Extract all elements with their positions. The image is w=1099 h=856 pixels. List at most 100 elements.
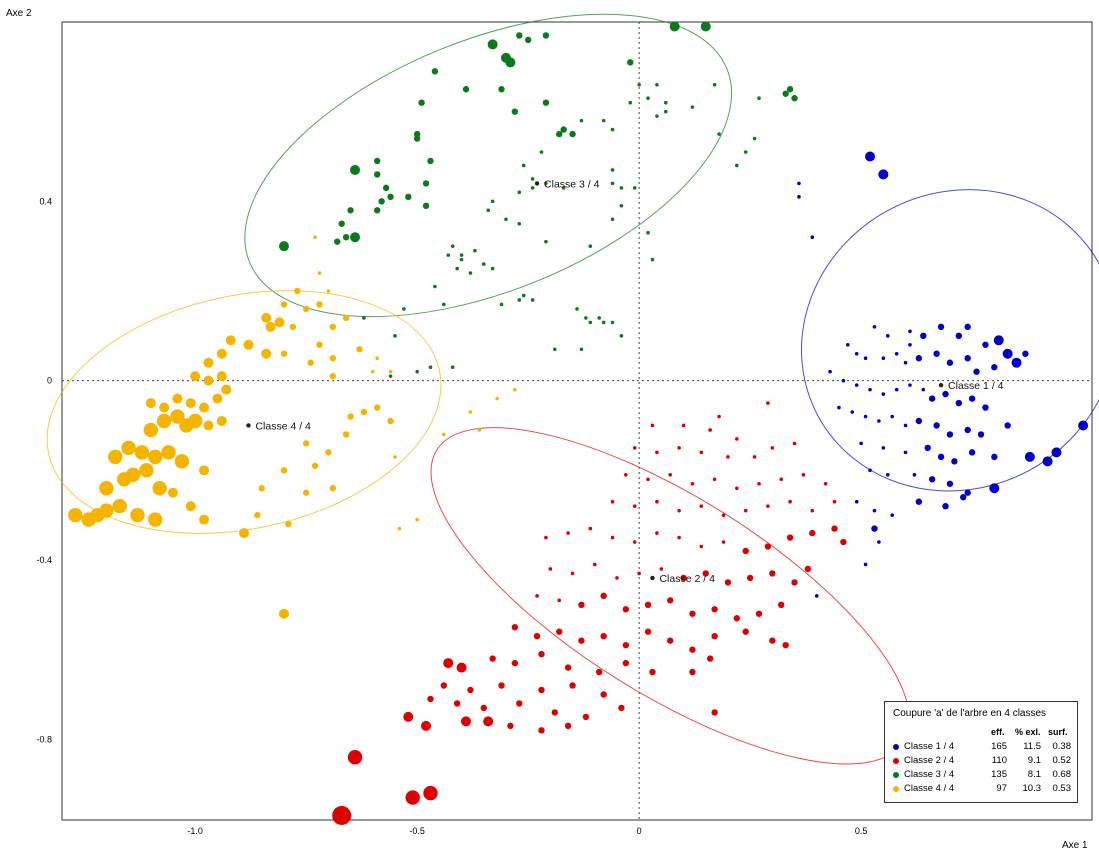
point-class-1 — [993, 335, 1004, 346]
point-class-4 — [152, 481, 167, 496]
point-class-4 — [329, 485, 337, 492]
point-class-1 — [1024, 451, 1035, 462]
point-class-3 — [530, 186, 535, 190]
point-class-3 — [422, 202, 430, 210]
point-class-2 — [791, 579, 798, 586]
y-tick-label: -0.4 — [36, 555, 52, 565]
point-class-2 — [690, 481, 695, 486]
point-class-2 — [624, 472, 628, 477]
point-class-3 — [350, 164, 361, 175]
point-class-2 — [556, 628, 563, 635]
point-class-4 — [156, 413, 172, 429]
point-class-4 — [261, 348, 272, 359]
point-class-3 — [650, 257, 655, 262]
point-class-1 — [885, 334, 890, 338]
point-class-2 — [752, 455, 757, 459]
point-class-4 — [216, 371, 227, 382]
point-class-1 — [908, 342, 912, 347]
point-class-3 — [505, 57, 516, 68]
point-class-4 — [388, 369, 393, 374]
point-class-1 — [877, 419, 881, 423]
point-class-3 — [530, 177, 535, 181]
y-axis-title: Axe 2 — [6, 8, 32, 19]
point-class-4 — [108, 449, 123, 465]
point-class-2 — [733, 615, 741, 622]
point-class-2 — [538, 727, 545, 734]
x-tick-label: 0.5 — [855, 826, 868, 836]
legend-pct: 11.5 — [1023, 741, 1041, 752]
point-class-4 — [161, 445, 176, 460]
point-class-4 — [374, 404, 381, 411]
point-class-4 — [307, 359, 314, 366]
point-class-2 — [582, 713, 590, 721]
data-points — [68, 21, 1089, 826]
point-class-4 — [316, 341, 323, 348]
class-label-1: Classe 1 / 4 — [948, 380, 1004, 392]
point-class-2 — [810, 508, 815, 513]
point-class-2 — [644, 601, 652, 609]
point-class-2 — [743, 508, 748, 513]
point-class-3 — [382, 184, 390, 192]
point-class-1 — [814, 594, 819, 598]
centroid-class-1 — [938, 382, 944, 388]
point-class-3 — [517, 190, 522, 195]
point-class-3 — [610, 217, 615, 222]
point-class-4 — [125, 467, 141, 482]
point-class-4 — [342, 314, 350, 322]
y-tick-label: 0 — [47, 376, 52, 386]
point-class-2 — [551, 709, 559, 716]
point-class-3 — [338, 220, 345, 227]
point-class-2 — [735, 486, 739, 491]
point-class-3 — [597, 316, 601, 320]
point-class-4 — [203, 357, 214, 368]
point-class-3 — [498, 86, 505, 93]
point-class-2 — [489, 655, 496, 662]
point-class-4 — [99, 503, 114, 518]
point-class-2 — [600, 632, 607, 640]
point-class-4 — [167, 487, 178, 498]
point-class-2 — [689, 668, 696, 676]
point-class-4 — [316, 301, 323, 308]
point-class-2 — [511, 659, 519, 667]
point-class-3 — [743, 150, 748, 154]
point-class-2 — [347, 750, 363, 765]
point-class-2 — [569, 682, 576, 689]
point-class-4 — [302, 305, 310, 313]
point-class-4 — [360, 408, 368, 416]
legend-class-name: Classe 3 / 4 — [904, 769, 955, 780]
point-class-2 — [622, 641, 630, 649]
point-class-2 — [332, 806, 352, 826]
point-class-3 — [428, 365, 433, 370]
point-class-3 — [413, 130, 421, 138]
point-class-1 — [878, 169, 889, 180]
point-class-4 — [325, 449, 332, 456]
point-class-3 — [530, 298, 535, 302]
point-class-1 — [946, 431, 954, 438]
y-tick-labels: 0.4 0 -0.4 -0.8 — [36, 196, 52, 744]
point-class-3 — [524, 36, 532, 44]
point-class-4 — [212, 393, 223, 404]
point-class-3 — [442, 302, 446, 307]
point-class-1 — [850, 410, 855, 414]
legend-row-class-3: Classe 3 / 4 135 8.1 0.68 — [885, 769, 1077, 782]
point-class-2 — [778, 601, 785, 609]
x-axis-title: Axe 1 — [1062, 840, 1088, 851]
point-class-4 — [342, 431, 350, 438]
point-class-3 — [334, 238, 341, 245]
point-class-3 — [588, 244, 593, 248]
centroid-class-2 — [650, 575, 655, 581]
legend-row-class-2: Classe 2 / 4 110 9.1 0.52 — [885, 755, 1077, 768]
point-class-3 — [791, 95, 798, 102]
point-class-2 — [507, 722, 514, 730]
point-class-4 — [239, 528, 250, 539]
point-class-3 — [655, 82, 659, 87]
point-class-1 — [915, 417, 923, 425]
point-class-2 — [770, 446, 775, 450]
x-tick-label: -1.0 — [187, 826, 203, 836]
y-tick-label: 0.4 — [39, 196, 52, 206]
point-class-3 — [735, 163, 739, 168]
point-class-3 — [402, 307, 406, 311]
point-class-1 — [837, 405, 841, 410]
point-class-3 — [455, 266, 459, 271]
point-class-1 — [924, 444, 931, 452]
